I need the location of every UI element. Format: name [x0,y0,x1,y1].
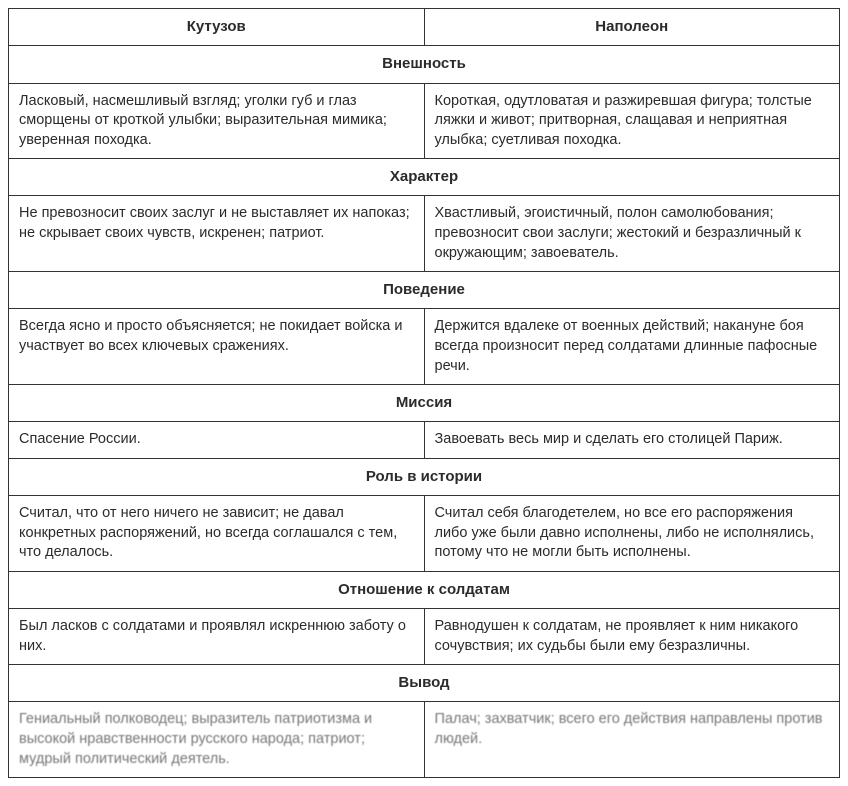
section-title-row: Поведение [9,272,840,309]
section-title: Отношение к солдатам [9,571,840,608]
section-title-row: Характер [9,159,840,196]
cell-left: Спасение России. [9,422,425,459]
table-header-row: КутузовНаполеон [9,9,840,46]
section-title: Внешность [9,46,840,83]
cell-right: Короткая, одутловатая и разжиревшая фигу… [424,83,840,159]
section-title: Миссия [9,385,840,422]
section-body-row: Был ласков с солдатами и проявлял искрен… [9,609,840,665]
cell-left: Ласковый, насмешливый взгляд; уголки губ… [9,83,425,159]
cell-right: Держится вдалеке от военных действий; на… [424,309,840,385]
cell-right: Равнодушен к солдатам, не проявляет к ни… [424,609,840,665]
cell-right: Завоевать весь мир и сделать его столице… [424,422,840,459]
section-title-row: Внешность [9,46,840,83]
section-title-row: Вывод [9,665,840,702]
cell-left: Не превозносит своих заслуг и не выставл… [9,196,425,272]
section-title-row: Миссия [9,385,840,422]
section-body-row: Считал, что от него ничего не зависит; н… [9,496,840,572]
section-title: Характер [9,159,840,196]
comparison-table: КутузовНаполеонВнешностьЛасковый, насмеш… [8,8,840,778]
section-body-row: Ласковый, насмешливый взгляд; уголки губ… [9,83,840,159]
header-right: Наполеон [424,9,840,46]
section-title: Поведение [9,272,840,309]
section-title: Роль в истории [9,458,840,495]
section-body-row: Не превозносит своих заслуг и не выставл… [9,196,840,272]
section-title: Вывод [9,665,840,702]
section-body-row: Всегда ясно и просто объясняется; не пок… [9,309,840,385]
section-title-row: Роль в истории [9,458,840,495]
section-body-row: Спасение России.Завоевать весь мир и сде… [9,422,840,459]
cell-left: Был ласков с солдатами и проявлял искрен… [9,609,425,665]
cell-right: Считал себя благодетелем, но все его рас… [424,496,840,572]
cell-left: Считал, что от него ничего не зависит; н… [9,496,425,572]
cell-left: Всегда ясно и просто объясняется; не пок… [9,309,425,385]
section-title-row: Отношение к солдатам [9,571,840,608]
cell-right: Хвастливый, эгоистичный, полон самолюбов… [424,196,840,272]
header-left: Кутузов [9,9,425,46]
